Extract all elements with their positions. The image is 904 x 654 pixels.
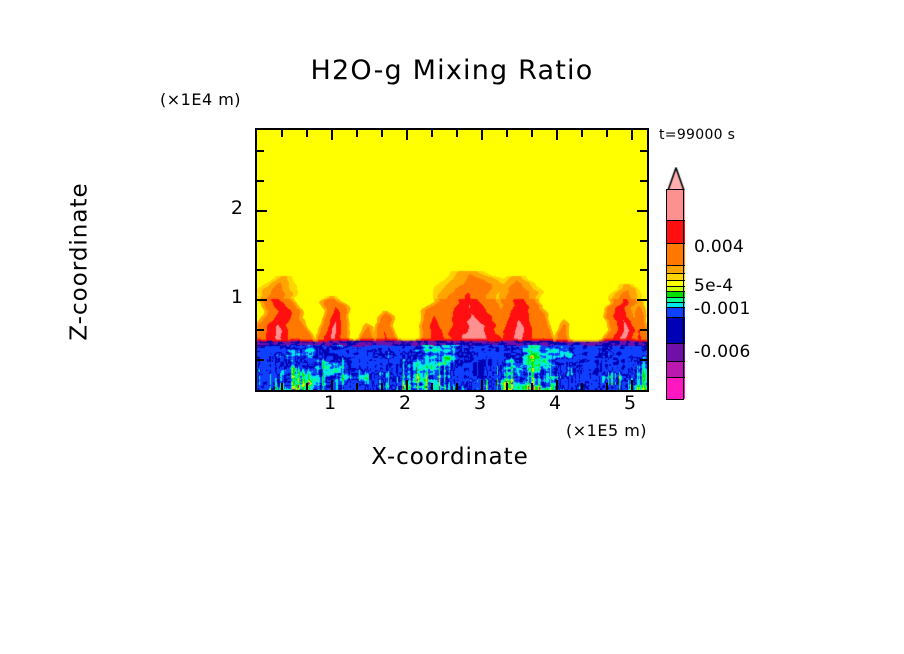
colorbar-band: [667, 286, 685, 291]
colorbar-band: [667, 265, 685, 273]
x-tick-label: 5: [623, 392, 637, 414]
colorbar-band-divider: [667, 279, 685, 281]
x-axis-title: X-coordinate: [371, 444, 529, 470]
page-title: H2O-g Mixing Ratio: [310, 55, 594, 86]
y-tick-label: 2: [230, 196, 243, 219]
x-tick-label: 3: [473, 392, 487, 414]
colorbar-band: [667, 291, 685, 297]
colorbar-band: [667, 307, 685, 317]
colorbar-band: [667, 317, 685, 343]
colorbar-band-divider: [667, 272, 685, 274]
colorbar-band: [667, 220, 685, 243]
colorbar-tick-label: 5e-4: [694, 276, 734, 296]
colorbar-band-divider: [667, 316, 685, 318]
x-axis-unit-label: (×1E5 m): [566, 421, 648, 440]
colorbar-band-divider: [667, 264, 685, 266]
colorbar-band: [667, 280, 685, 286]
x-tick-label: 4: [548, 392, 562, 414]
colorbar-band-divider: [667, 290, 685, 292]
y-axis-title: Z-coordinate: [66, 182, 93, 341]
colorbar-band-divider: [667, 285, 685, 287]
colorbar-band-divider: [667, 219, 685, 221]
colorbar-band-divider: [667, 342, 685, 344]
colorbar-band-divider: [667, 296, 685, 298]
x-tick-label: 2: [398, 392, 412, 414]
y-axis-unit-label: (×1E4 m): [160, 90, 242, 109]
colorbar: [667, 190, 685, 399]
colorbar-band: [667, 297, 685, 302]
time-stamp-annotation: t=99000 s: [659, 127, 736, 143]
plot-frame: [255, 128, 649, 392]
colorbar-arrow-cap: [667, 167, 685, 191]
colorbar-band: [667, 377, 685, 399]
colorbar-band: [667, 273, 685, 280]
contour-field: [257, 130, 647, 390]
colorbar-band: [667, 243, 685, 265]
colorbar-band: [667, 343, 685, 361]
colorbar-band: [667, 361, 685, 377]
colorbar-band-divider: [667, 360, 685, 362]
colorbar-band-divider: [667, 306, 685, 308]
y-tick-label: 1: [230, 286, 243, 309]
colorbar-band-divider: [667, 242, 685, 244]
colorbar-tick-label: 0.004: [694, 237, 745, 257]
colorbar-tick-label: -0.001: [694, 299, 751, 319]
colorbar-tick-label: -0.006: [694, 342, 751, 362]
colorbar-band: [667, 302, 685, 307]
x-tick-label: 1: [323, 392, 337, 414]
colorbar-band-divider: [667, 301, 685, 303]
colorbar-band-divider: [667, 376, 685, 378]
colorbar-band: [667, 190, 685, 220]
